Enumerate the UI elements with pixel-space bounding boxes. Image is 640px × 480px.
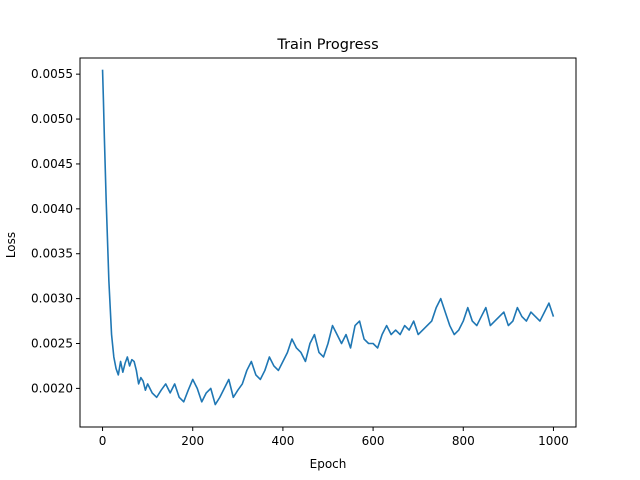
chart-title: Train Progress bbox=[276, 37, 378, 53]
x-tick-label: 400 bbox=[271, 434, 294, 448]
y-axis: 0.0020 0.0025 0.0030 0.0035 0.0040 0.0045 0.00… bbox=[31, 67, 80, 395]
x-tick-label: 1000 bbox=[538, 434, 569, 448]
y-tick-label: 0.0030 bbox=[31, 292, 73, 306]
x-tick-label: 600 bbox=[362, 434, 385, 448]
x-tick-label: 800 bbox=[452, 434, 475, 448]
y-tick-label: 0.0025 bbox=[31, 337, 73, 351]
y-axis-title: Loss bbox=[4, 232, 18, 258]
y-tick-label: 0.0040 bbox=[31, 202, 73, 216]
y-tick-label: 0.0020 bbox=[31, 381, 73, 395]
y-tick-label: 0.0045 bbox=[31, 157, 73, 171]
y-tick-label: 0.0055 bbox=[31, 67, 73, 81]
x-tick-label: 0 bbox=[99, 434, 107, 448]
x-axis-title: Epoch bbox=[310, 457, 347, 471]
x-tick-label: 200 bbox=[181, 434, 204, 448]
y-tick-label: 0.0050 bbox=[31, 112, 73, 126]
plot-area bbox=[79, 57, 577, 428]
y-tick-label: 0.0035 bbox=[31, 247, 73, 261]
plot-frame bbox=[79, 57, 577, 428]
loss-series-line bbox=[101, 69, 555, 406]
x-axis: 0 200 400 600 800 1000 bbox=[99, 427, 569, 448]
